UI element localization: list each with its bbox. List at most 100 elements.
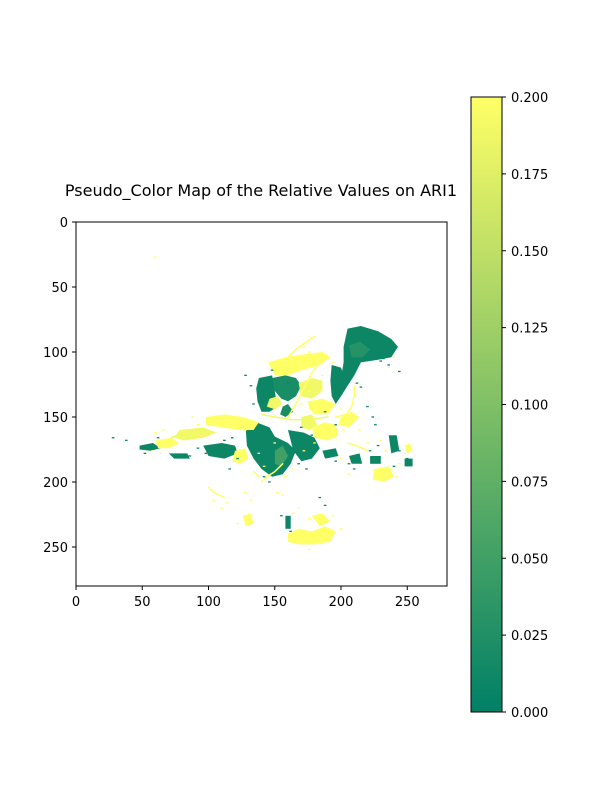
heatmap-speck	[331, 361, 335, 363]
heatmap-stroke	[281, 335, 316, 366]
heatmap-speck	[331, 515, 335, 517]
heatmap-speck	[299, 426, 303, 428]
heatmap-speck	[387, 364, 390, 366]
heatmap-speck	[143, 452, 147, 454]
heatmap-speck	[374, 424, 377, 426]
chart-title: Pseudo_Color Map of the Relative Values …	[65, 181, 457, 201]
heatmap-speck	[334, 437, 337, 439]
heatmap-speck	[236, 457, 239, 460]
heatmap-speck	[162, 429, 165, 431]
colorbar-tick-label: 0.050	[511, 552, 548, 567]
heatmap-region	[285, 515, 291, 529]
heatmap-region	[388, 435, 400, 454]
heatmap-speck	[249, 499, 253, 501]
heatmap-region	[370, 456, 381, 464]
heatmap-speck	[280, 515, 283, 517]
heatmap-speck	[387, 366, 390, 369]
y-tick-label: 200	[43, 476, 68, 491]
heatmap-region	[349, 453, 363, 464]
heatmap-speck	[228, 468, 231, 470]
x-tick-label: 50	[134, 595, 151, 610]
heatmap-speck	[392, 465, 396, 467]
heatmap-speck	[154, 256, 157, 258]
heatmap-speck	[326, 405, 329, 408]
heatmap-region	[203, 443, 238, 459]
heatmap-speck	[403, 452, 406, 454]
heatmap-stroke	[260, 413, 329, 421]
heatmap-region	[232, 448, 249, 464]
heatmap-speck	[310, 434, 314, 436]
y-tick-label: 50	[51, 281, 68, 296]
heatmap-speck	[355, 382, 359, 384]
heatmap-speck	[384, 450, 388, 452]
heatmap-speck	[315, 535, 319, 538]
heatmap-speck	[395, 476, 398, 478]
heatmap-speck	[159, 452, 163, 454]
heatmap-speck	[249, 385, 253, 387]
colorbar-ticks: 0.000 0.025 0.050 0.075 0.100 0.125 0.150 0.175…	[502, 91, 548, 721]
heatmap-region	[168, 453, 190, 459]
y-tick-label: 150	[43, 411, 68, 426]
heatmap-region	[243, 513, 254, 527]
heatmap-speck	[244, 374, 247, 376]
x-axis: 0 50 100 150 200 250	[72, 586, 420, 610]
heatmap-speck	[273, 442, 276, 444]
heatmap-speck	[408, 447, 412, 449]
heatmap-speck	[297, 463, 300, 465]
heatmap-speck	[292, 512, 295, 514]
heatmap-speck	[305, 468, 308, 470]
heatmap-speck	[286, 522, 290, 525]
heatmap-speck	[244, 491, 247, 493]
heatmap-speck	[408, 463, 412, 465]
heatmap-speck	[278, 369, 282, 371]
heatmap-stroke	[170, 429, 197, 439]
heatmap-stroke	[346, 442, 369, 452]
x-tick-label: 200	[329, 595, 354, 610]
plot-area	[76, 222, 447, 586]
heatmap-speck	[318, 496, 322, 499]
heatmap-region	[311, 513, 331, 527]
heatmap-speck	[342, 429, 345, 431]
heatmap-stroke	[252, 470, 260, 478]
heatmap-speck	[302, 346, 306, 348]
heatmap-speck	[151, 450, 155, 452]
heatmap-region	[298, 378, 323, 399]
heatmap-speck	[191, 416, 194, 418]
heatmap-region	[311, 422, 339, 441]
heatmap-speck	[376, 444, 380, 447]
heatmap-speck	[307, 351, 311, 353]
heatmap-speck	[204, 452, 208, 454]
heatmap-region	[272, 375, 302, 402]
heatmap-speck	[379, 360, 382, 362]
heatmap-speck	[217, 447, 221, 449]
heatmap-speck	[398, 450, 401, 452]
heatmap-region	[404, 458, 413, 467]
heatmap-region	[330, 365, 345, 404]
heatmap-speck	[262, 465, 266, 467]
colorbar-tick-label: 0.200	[511, 91, 548, 106]
heatmap-speck	[398, 370, 401, 373]
heatmap-speck	[228, 416, 231, 418]
heatmap-region	[372, 466, 394, 482]
colorbar-tick-label: 0.100	[511, 399, 548, 414]
y-tick-label: 100	[43, 346, 68, 361]
x-tick-label: 250	[395, 595, 420, 610]
heatmap-speck	[196, 447, 200, 449]
heatmap-stroke	[287, 361, 321, 418]
heatmap-region	[268, 352, 331, 376]
heatmap-region	[349, 341, 371, 358]
heatmap-speck	[196, 424, 200, 426]
heatmap-speck	[382, 357, 385, 360]
heatmap-speck	[299, 530, 303, 532]
heatmap-speck	[292, 541, 295, 543]
heatmap-speck	[223, 439, 226, 441]
heatmap-speck	[313, 442, 316, 444]
heatmap-speck	[268, 481, 271, 483]
heatmap-speck	[286, 361, 290, 363]
heatmap-speck	[352, 468, 356, 470]
heatmap-speck	[392, 356, 396, 358]
heatmap-speck	[207, 418, 210, 421]
heatmap-speck	[286, 382, 290, 384]
colorbar-tick-label: 0.125	[511, 322, 548, 337]
heatmap-stroke	[334, 385, 356, 418]
